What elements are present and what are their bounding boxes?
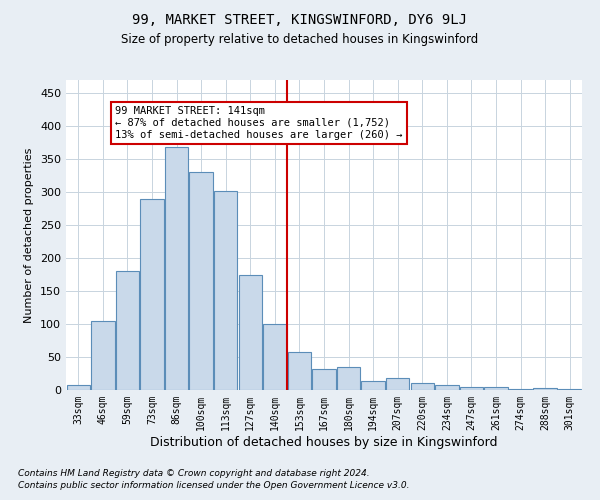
Bar [361,382,385,390]
Y-axis label: Number of detached properties: Number of detached properties [25,148,34,322]
Bar [165,148,188,390]
X-axis label: Distribution of detached houses by size in Kingswinford: Distribution of detached houses by size … [150,436,498,448]
Bar [337,367,360,390]
Text: Contains public sector information licensed under the Open Government Licence v3: Contains public sector information licen… [18,481,409,490]
Bar [435,386,458,390]
Bar [263,324,287,390]
Bar [484,386,508,390]
Bar [190,172,213,390]
Bar [140,200,164,390]
Bar [460,386,483,390]
Bar [288,352,311,390]
Bar [313,369,335,390]
Bar [214,192,238,390]
Text: Contains HM Land Registry data © Crown copyright and database right 2024.: Contains HM Land Registry data © Crown c… [18,468,370,477]
Bar [116,272,139,390]
Bar [67,384,90,390]
Bar [386,378,409,390]
Text: Size of property relative to detached houses in Kingswinford: Size of property relative to detached ho… [121,32,479,46]
Bar [91,320,115,390]
Bar [533,388,557,390]
Bar [410,384,434,390]
Text: 99, MARKET STREET, KINGSWINFORD, DY6 9LJ: 99, MARKET STREET, KINGSWINFORD, DY6 9LJ [133,12,467,26]
Bar [239,274,262,390]
Text: 99 MARKET STREET: 141sqm
← 87% of detached houses are smaller (1,752)
13% of sem: 99 MARKET STREET: 141sqm ← 87% of detach… [115,106,403,140]
